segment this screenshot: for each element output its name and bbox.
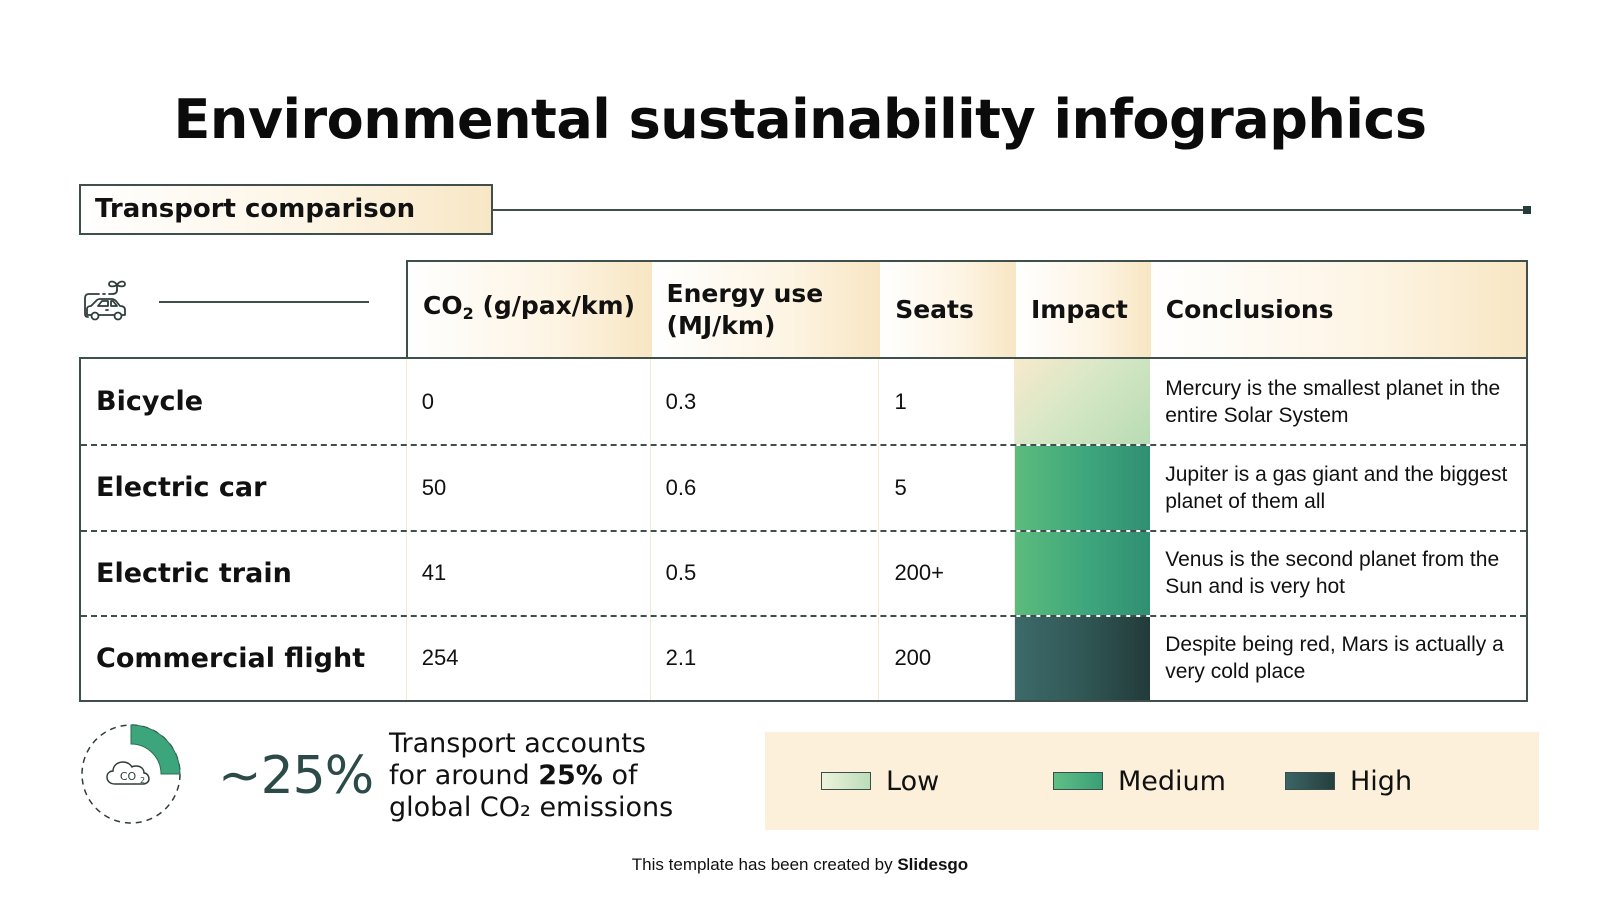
- row-energy: 0.3: [651, 359, 880, 445]
- stat-line-1: Transport accounts: [389, 728, 646, 759]
- stat-value: ~25%: [218, 746, 374, 806]
- legend-swatch-high: [1285, 772, 1335, 790]
- header-co2: CO2 (g/pax/km): [408, 262, 652, 358]
- row-seats: 1: [879, 359, 1016, 445]
- stat-line-2: for around 25% of: [389, 760, 673, 792]
- row-name: Commercial flight: [81, 616, 407, 700]
- header-co2-prefix: CO: [423, 291, 463, 320]
- legend-swatch-medium: [1053, 772, 1103, 790]
- legend-item-medium: Medium: [1053, 766, 1285, 797]
- row-name: Electric car: [81, 446, 407, 530]
- svg-text:2: 2: [140, 776, 145, 785]
- header-seats: Seats: [880, 262, 1016, 358]
- page-title: Environmental sustainability infographic…: [173, 88, 1427, 151]
- impact-legend: Low Medium High: [765, 732, 1539, 830]
- row-co2: 41: [407, 531, 651, 615]
- eco-car-icon: [84, 280, 126, 321]
- footer-brand-link[interactable]: Slidesgo: [897, 855, 969, 874]
- header-impact: Impact: [1015, 262, 1151, 358]
- row-energy: 2.1: [651, 616, 880, 700]
- section-label: Transport comparison: [79, 184, 493, 235]
- table-row: Commercial flight 254 2.1 200 Despite be…: [81, 614, 1526, 700]
- footer-text: This template has been created by: [631, 855, 898, 874]
- header-energy: Energy use (MJ/km): [651, 262, 881, 358]
- impact-medium-cell: [1015, 446, 1151, 530]
- legend-label: High: [1350, 765, 1413, 797]
- row-seats: 200+: [879, 531, 1016, 615]
- svg-text:CO: CO: [120, 770, 137, 783]
- header-conclusions: Conclusions: [1150, 262, 1527, 358]
- table-row: Electric train 41 0.5 200+ Venus is the …: [81, 529, 1526, 615]
- row-co2: 0: [407, 359, 651, 445]
- row-conclusion: Venus is the second planet from the Sun …: [1165, 548, 1500, 599]
- row-co2: 50: [407, 446, 651, 530]
- legend-item-low: Low: [821, 766, 1053, 797]
- table-row: Bicycle 0 0.3 1 Mercury is the smallest …: [81, 359, 1526, 445]
- legend-label: Low: [886, 765, 940, 797]
- legend-item-high: High: [1285, 766, 1412, 797]
- stat-line-2-suffix: of: [602, 760, 638, 791]
- impact-medium-cell: [1015, 531, 1151, 615]
- header-co2-suffix: (g/pax/km): [473, 291, 636, 320]
- header-co2-subscript: 2: [462, 304, 474, 323]
- row-co2: 254: [407, 616, 651, 700]
- legend-swatch-low: [821, 772, 871, 790]
- row-seats: 5: [879, 446, 1016, 530]
- row-conclusion: Despite being red, Mars is actually a ve…: [1165, 633, 1504, 684]
- row-name: Bicycle: [81, 359, 407, 445]
- row-conclusion: Jupiter is a gas giant and the biggest p…: [1165, 462, 1508, 513]
- table-row: Electric car 50 0.6 5 Jupiter is a gas g…: [81, 444, 1526, 530]
- footer-credit: This template has been created by Slides…: [0, 855, 1600, 875]
- legend-label: Medium: [1118, 765, 1226, 797]
- row-name: Electric train: [81, 531, 407, 615]
- row-seats: 200: [879, 616, 1016, 700]
- co2-cloud-icon: [106, 761, 150, 785]
- stat-line-3: global CO₂ emissions: [389, 792, 674, 823]
- stat-line-2-bold: 25%: [538, 760, 603, 791]
- row-conclusion: Mercury is the smallest planet in the en…: [1165, 376, 1501, 427]
- table-body: Bicycle 0 0.3 1 Mercury is the smallest …: [79, 357, 1528, 702]
- section-divider: [493, 209, 1527, 211]
- impact-high-cell: [1015, 616, 1151, 700]
- co2-donut-chart: CO 2: [81, 724, 181, 824]
- stat-line-2-prefix: for around: [389, 760, 539, 791]
- stat-description: Transport accounts for around 25% of glo…: [389, 728, 673, 824]
- divider-end-marker: [1523, 206, 1531, 214]
- impact-low-cell: [1015, 359, 1151, 445]
- row-energy: 0.6: [651, 446, 880, 530]
- icon-divider: [159, 301, 369, 303]
- table-header: CO2 (g/pax/km) Energy use (MJ/km) Seats …: [406, 260, 1528, 358]
- row-energy: 0.5: [651, 531, 880, 615]
